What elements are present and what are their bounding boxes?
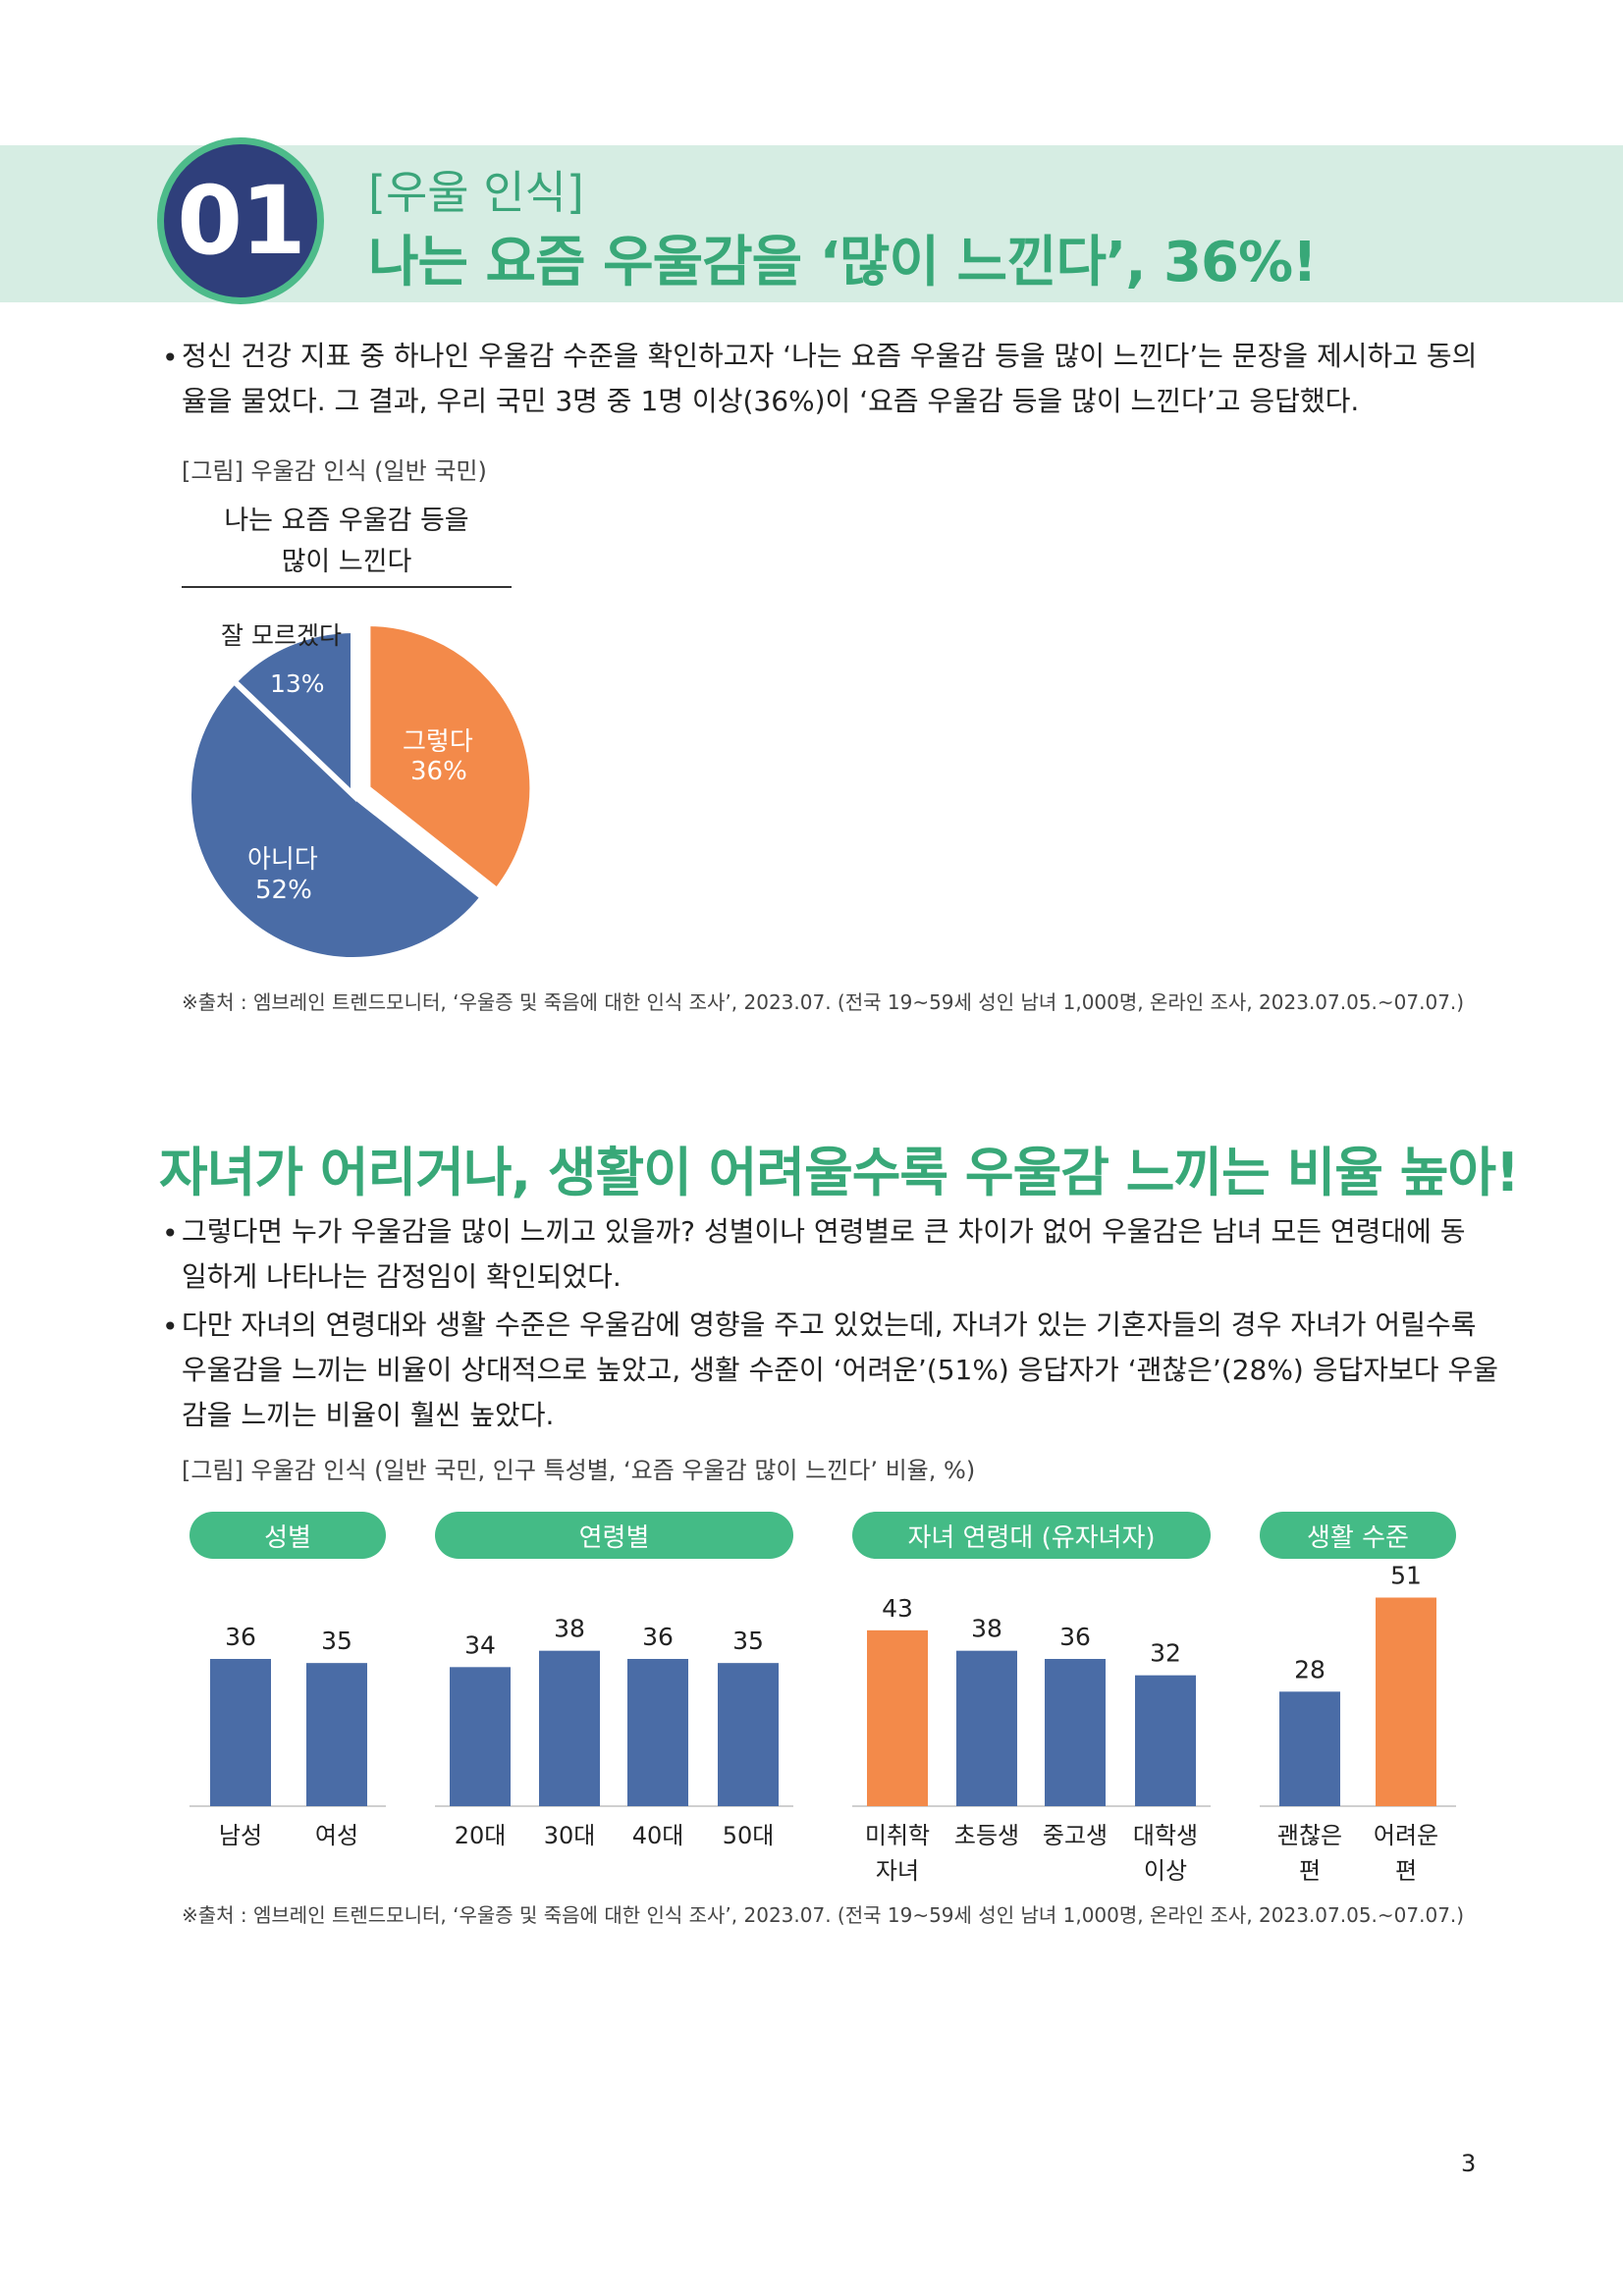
bar-value-label: 43 (882, 1594, 913, 1623)
paragraph-line: 율을 물었다. 그 결과, 우리 국민 3명 중 1명 이상(36%)이 ‘요즘… (182, 385, 1360, 417)
bar-value-label: 38 (554, 1615, 585, 1643)
bar-value-label: 51 (1390, 1562, 1422, 1590)
bar-category-label: 편 (1299, 1857, 1321, 1885)
bar-category-label: 이상 (1144, 1857, 1187, 1885)
section-tag: [우울 인식] (368, 166, 584, 219)
bullet-paragraph-2: 다만 자녀의 연령대와 생활 수준은 우울감에 영향을 주고 있었는데, 자녀가… (182, 1303, 1517, 1438)
group-pill-child-age: 자녀 연령대 (유자녀자) (852, 1512, 1211, 1559)
bar-value-label: 36 (225, 1623, 256, 1651)
bar-category-label: 중고생 (1043, 1822, 1108, 1849)
group-pill-label: 자녀 연령대 (유자녀자) (907, 1522, 1156, 1553)
bar (1045, 1659, 1106, 1806)
bar (1376, 1597, 1436, 1806)
bar-value-label: 36 (642, 1623, 674, 1651)
bar-category-label: 대학생 (1133, 1822, 1198, 1849)
source-note: ※출처 : 엠브레인 트렌드모니터, ‘우울증 및 죽음에 대한 인식 조사’,… (182, 990, 1465, 1014)
bar-category-label: 30대 (544, 1822, 596, 1849)
bar-value-label: 28 (1294, 1655, 1325, 1683)
bar-category-label: 자녀 (876, 1857, 919, 1885)
bar-category-label: 초등생 (954, 1822, 1019, 1849)
bar (867, 1629, 928, 1806)
group-pill-label: 연령별 (578, 1522, 650, 1553)
bar (450, 1667, 511, 1806)
pie-label-yes: 그렇다 (403, 727, 473, 757)
paragraph-line: 우울감을 느끼는 비율이 상대적으로 높았고, 생활 수준이 ‘어려운’(51%… (182, 1354, 1498, 1386)
bar-category-label: 편 (1395, 1857, 1417, 1885)
pie-title-line: 많이 느낀다 (281, 547, 412, 577)
bar (1135, 1675, 1196, 1806)
pie-value-dontknow: 13% (270, 669, 325, 698)
bar-category-label: 50대 (723, 1822, 775, 1849)
paragraph-line: 정신 건강 지표 중 하나인 우울감 수준을 확인하고자 ‘나는 요즘 우울감 … (182, 340, 1478, 372)
bar-category-label: 괜찮은 (1277, 1822, 1342, 1849)
source-note: ※출처 : 엠브레인 트렌드모니터, ‘우울증 및 죽음에 대한 인식 조사’,… (182, 1903, 1465, 1927)
bar-category-label: 20대 (455, 1822, 507, 1849)
bar-category-label: 남성 (219, 1822, 262, 1849)
figure-caption: [그림] 우울감 인식 (일반 국민) (182, 457, 487, 485)
bar (306, 1663, 367, 1806)
bar (718, 1663, 779, 1806)
pie-slice-no (186, 676, 488, 963)
group-pill-label: 생활 수준 (1307, 1522, 1409, 1553)
pie-slice-dontknow (230, 626, 356, 803)
figure-caption: [그림] 우울감 인식 (일반 국민, 인구 특성별, ‘요즘 우울감 많이 느… (182, 1457, 976, 1484)
paragraph-line: 다만 자녀의 연령대와 생활 수준은 우울감에 영향을 주고 있었는데, 자녀가… (182, 1308, 1477, 1341)
bar-category-label: 어려운 (1374, 1822, 1438, 1849)
bar (627, 1659, 688, 1806)
bar (956, 1650, 1017, 1806)
bar-category-label: 미취학 (865, 1822, 930, 1849)
pie-title-underline (182, 586, 512, 588)
bar-value-label: 35 (732, 1627, 764, 1655)
pie-slice-yes (364, 620, 536, 895)
group-pill-age: 연령별 (435, 1512, 793, 1559)
pie-chart (186, 620, 536, 963)
section-number-badge: 01 (157, 137, 324, 304)
section2-heading: 자녀가 어리거나, 생활이 어려울수록 우울감 느끼는 비율 높아! (159, 1142, 1520, 1203)
section-headline: 나는 요즘 우울감을 ‘많이 느낀다’, 36%! (368, 231, 1318, 294)
pie-value-no: 52% (255, 876, 312, 905)
bar-value-label: 38 (971, 1615, 1002, 1643)
pie-label-dontknow: 잘 모르겠다 (221, 621, 342, 650)
group-pill-gender: 성별 (189, 1512, 386, 1559)
pie-label-no: 아니다 (247, 845, 318, 875)
paragraph-line: 일하게 나타나는 감정임이 확인되었다. (182, 1260, 622, 1293)
bar-value-label: 32 (1150, 1639, 1181, 1668)
bullet-marker: • (162, 1217, 179, 1250)
bar (1279, 1691, 1340, 1806)
group-pill-label: 성별 (264, 1522, 311, 1553)
intro-paragraph: 정신 건강 지표 중 하나인 우울감 수준을 확인하고자 ‘나는 요즘 우울감 … (182, 334, 1517, 424)
bar (539, 1650, 600, 1806)
bullet-marker: • (162, 1310, 179, 1343)
page-number: 3 (1461, 2150, 1477, 2177)
bullet-paragraph-1: 그렇다면 누가 우울감을 많이 느끼고 있을까? 성별이나 연령별로 큰 차이가… (182, 1209, 1517, 1300)
bar-value-label: 34 (464, 1630, 496, 1659)
pie-value-yes: 36% (410, 757, 467, 786)
bar-value-label: 35 (321, 1627, 352, 1655)
pie-title: 나는 요즘 우울감 등을 많이 느낀다 (182, 501, 512, 583)
bar (210, 1659, 271, 1806)
bar-value-label: 36 (1059, 1623, 1091, 1651)
bullet-marker: • (162, 342, 179, 374)
pie-title-line: 나는 요즘 우울감 등을 (224, 506, 469, 536)
paragraph-line: 그렇다면 누가 우울감을 많이 느끼고 있을까? 성별이나 연령별로 큰 차이가… (182, 1215, 1466, 1248)
paragraph-line: 감을 느끼는 비율이 훨씬 높았다. (182, 1399, 555, 1431)
bar-category-label: 40대 (632, 1822, 684, 1849)
bar-category-label: 여성 (315, 1822, 358, 1849)
group-pill-living: 생활 수준 (1260, 1512, 1456, 1559)
